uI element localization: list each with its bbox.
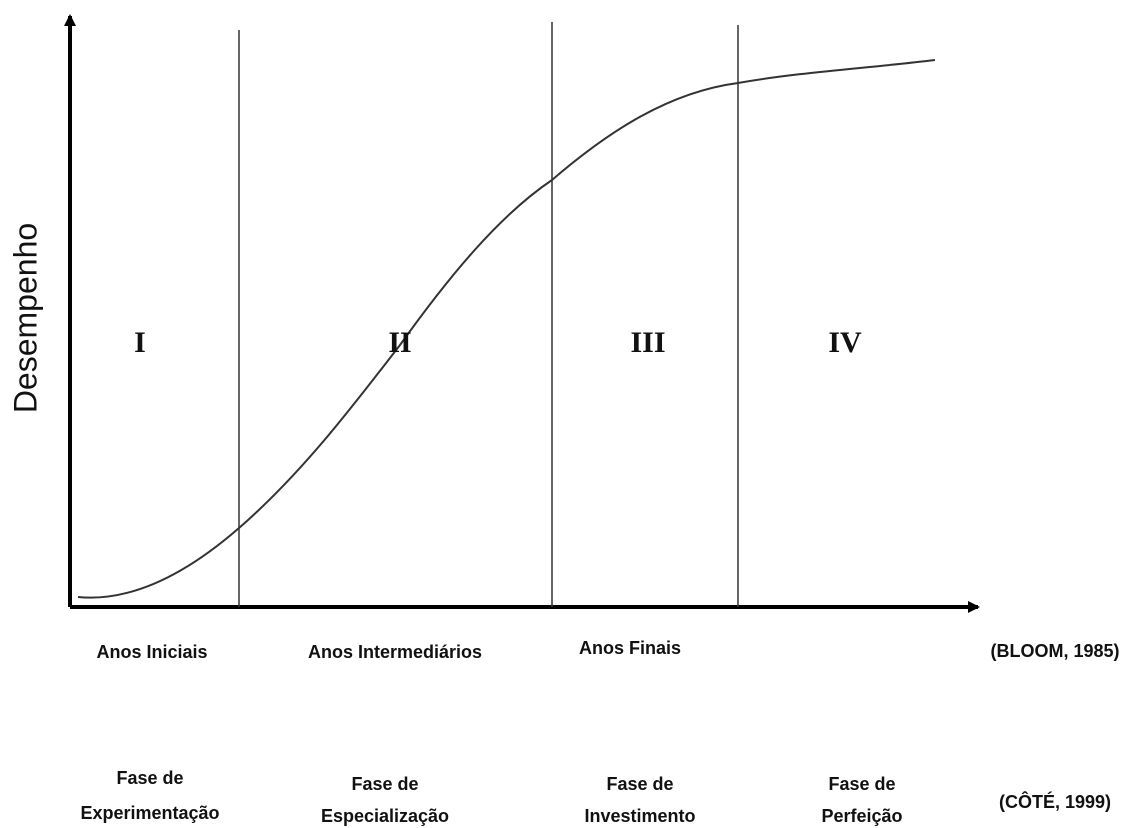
bloom-label: Anos Finais	[579, 638, 681, 658]
phase-numeral: II	[388, 326, 411, 359]
y-axis-label: Desempenho	[7, 223, 43, 413]
performance-curve	[77, 59, 936, 599]
cote-label: Experimentação	[80, 803, 219, 823]
phase-numeral: I	[134, 326, 146, 359]
cote-label: Fase de	[606, 774, 673, 794]
cote-label: Perfeição	[821, 806, 902, 826]
cote-label: Especialização	[321, 806, 449, 826]
cote-label: Fase de	[828, 774, 895, 794]
phase-numeral: IV	[828, 326, 862, 359]
phase-numeral: III	[630, 326, 665, 359]
cote-label: Investimento	[584, 806, 695, 826]
cote-label: Fase de	[116, 768, 183, 788]
bloom-label: Anos Iniciais	[96, 642, 207, 662]
bloom-label: Anos Intermediários	[308, 642, 482, 662]
bloom-citation: (BLOOM, 1985)	[990, 641, 1119, 661]
cote-citation: (CÔTÉ, 1999)	[999, 791, 1111, 812]
cote-label: Fase de	[351, 774, 418, 794]
